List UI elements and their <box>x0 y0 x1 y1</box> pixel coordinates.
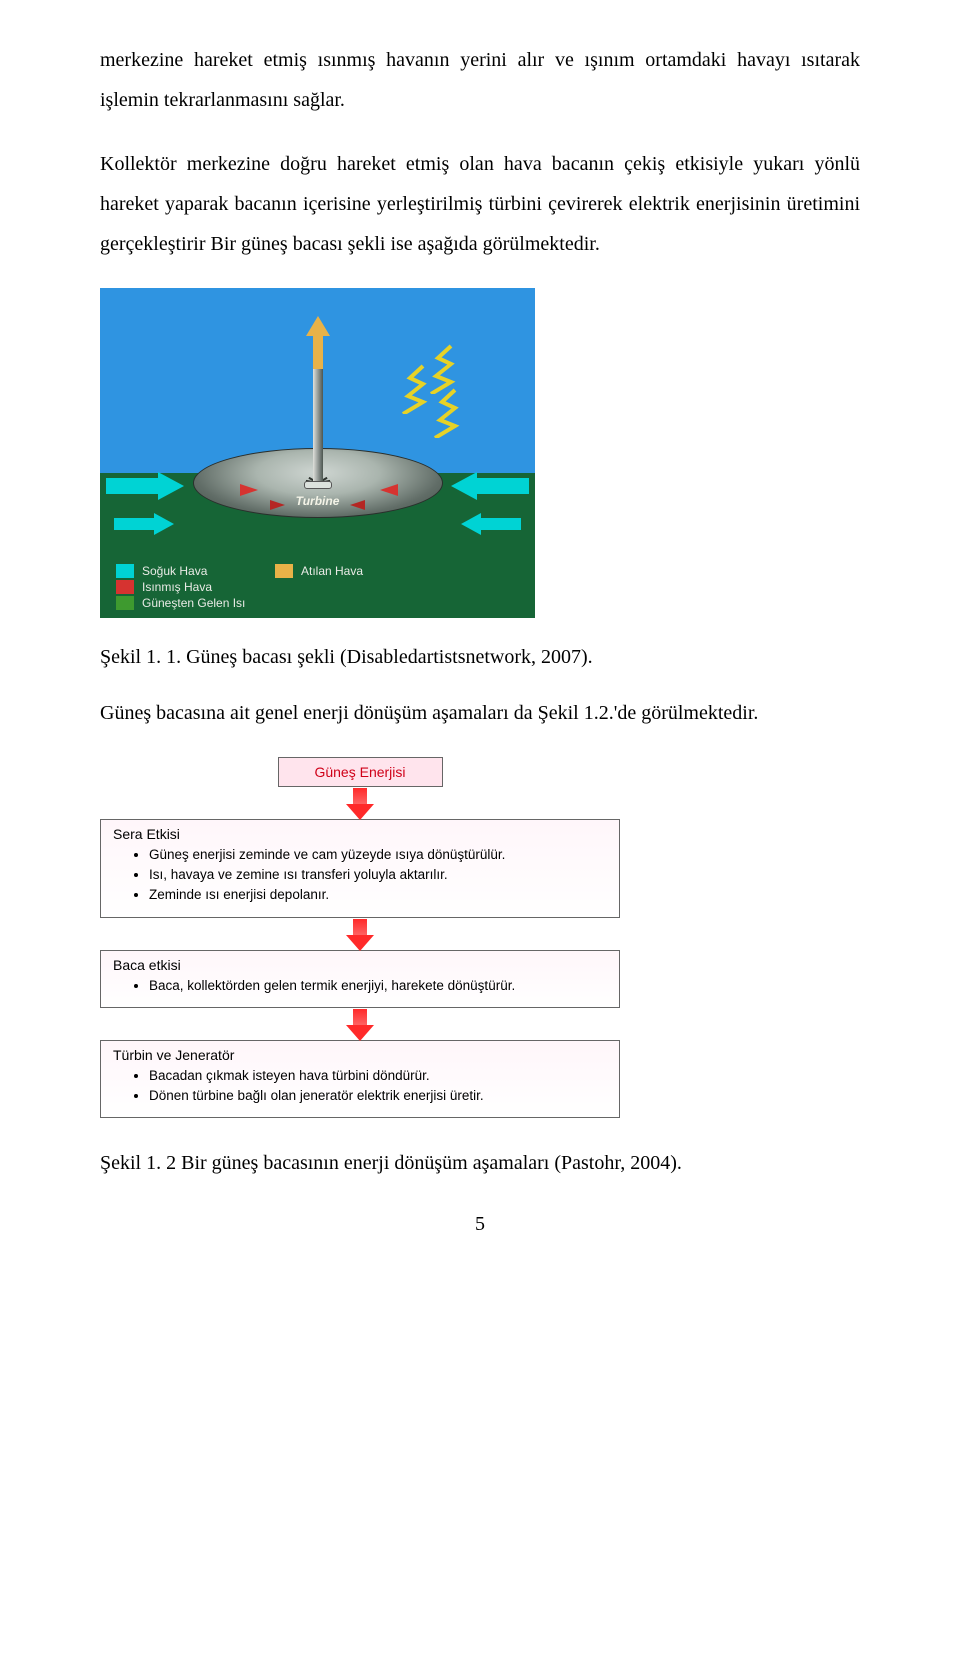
intro-paragraph-2: Kollektör merkezine doğru hareket etmiş … <box>100 144 860 264</box>
stage-title: Türbin ve Jeneratör <box>113 1047 607 1063</box>
page-number: 5 <box>100 1213 860 1236</box>
hot-air-arrow-icon <box>270 500 285 510</box>
legend-label: Isınmış Hava <box>142 580 212 594</box>
hot-air-arrow-icon <box>240 484 258 496</box>
list-item: Güneş enerjisi zeminde ve cam yüzeyde ıs… <box>149 846 607 864</box>
turbine-label: Turbine <box>296 494 340 508</box>
flow-stage-3: Türbin ve Jeneratör Bacadan çıkmak istey… <box>100 1040 620 1118</box>
list-item: Isı, havaya ve zemine ısı transferi yolu… <box>149 866 607 884</box>
list-item: Baca, kollektörden gelen termik enerjiyi… <box>149 977 607 995</box>
flow-arrow-icon <box>350 788 370 818</box>
turbine-hub <box>304 481 332 489</box>
legend-col2: Atılan Hava <box>275 562 363 580</box>
legend-item-cold: Soğuk Hava <box>116 564 245 578</box>
stage-title: Sera Etkisi <box>113 826 607 842</box>
swatch-icon <box>116 580 134 594</box>
legend-label: Soğuk Hava <box>142 564 207 578</box>
list-item: Bacadan çıkmak isteyen hava türbini dönd… <box>149 1067 607 1085</box>
swatch-icon <box>275 564 293 578</box>
cold-air-arrow-icon <box>106 478 161 494</box>
figure-2-caption: Şekil 1. 2 Bir güneş bacasının enerji dö… <box>100 1152 860 1175</box>
legend: Soğuk Hava Isınmış Hava Güneşten Gelen I… <box>116 562 245 612</box>
flow-stage-1: Sera Etkisi Güneş enerjisi zeminde ve ca… <box>100 819 620 918</box>
stage-list: Güneş enerjisi zeminde ve cam yüzeyde ıs… <box>113 846 607 905</box>
flow-arrow-icon <box>350 1009 370 1039</box>
intro-paragraph-1: merkezine hareket etmiş ısınmış havanın … <box>100 40 860 120</box>
swatch-icon <box>116 564 134 578</box>
legend-item-hot: Isınmış Hava <box>116 580 245 594</box>
stage-list: Baca, kollektörden gelen termik enerjiyi… <box>113 977 607 995</box>
legend-item-discharge: Atılan Hava <box>275 564 363 578</box>
swatch-icon <box>116 596 134 610</box>
cold-air-arrow-head-icon <box>158 472 184 500</box>
paragraph-3: Güneş bacasına ait genel enerji dönüşüm … <box>100 693 860 733</box>
flow-arrow-icon <box>350 919 370 949</box>
sunray-icon <box>400 388 470 438</box>
stage-title: Baca etkisi <box>113 957 607 973</box>
hot-air-arrow-icon <box>350 500 365 510</box>
sunray-icon <box>396 344 466 394</box>
flow-top-box: Güneş Enerjisi <box>278 757 443 787</box>
legend-label: Atılan Hava <box>301 564 363 578</box>
discharge-arrow-head-icon <box>306 316 330 336</box>
hot-air-arrow-icon <box>380 484 398 496</box>
legend-label: Güneşten Gelen Isı <box>142 596 245 610</box>
cold-air-arrow-icon <box>114 518 156 530</box>
cold-air-arrow-icon <box>474 478 529 494</box>
figure-1-diagram: Turbine Soğuk Hava Isınmış Hava Güneşten… <box>100 288 535 618</box>
discharge-arrow-icon <box>313 333 323 369</box>
legend-item-sun: Güneşten Gelen Isı <box>116 596 245 610</box>
cold-air-arrow-head-icon <box>451 472 477 500</box>
cold-air-arrow-head-icon <box>461 513 481 535</box>
flow-stage-2: Baca etkisi Baca, kollektörden gelen ter… <box>100 950 620 1008</box>
cold-air-arrow-head-icon <box>154 513 174 535</box>
stage-list: Bacadan çıkmak isteyen hava türbini dönd… <box>113 1067 607 1105</box>
figure-2-flowchart: Güneş Enerjisi Sera Etkisi Güneş enerjis… <box>100 757 620 1118</box>
figure-1-caption: Şekil 1. 1. Güneş bacası şekli (Disabled… <box>100 646 860 669</box>
list-item: Zeminde ısı enerjisi depolanır. <box>149 886 607 904</box>
chimney-icon <box>313 356 323 482</box>
cold-air-arrow-icon <box>479 518 521 530</box>
list-item: Dönen türbine bağlı olan jeneratör elekt… <box>149 1087 607 1105</box>
